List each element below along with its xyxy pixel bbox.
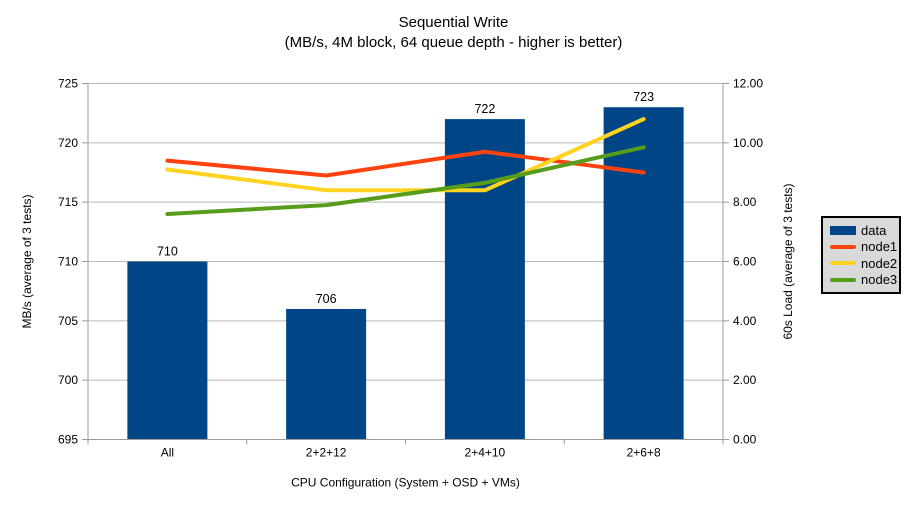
legend-item-node1: node1 [830, 240, 899, 253]
bar-2+4+10 [444, 119, 525, 440]
right-tick-label: 10.00 [733, 136, 763, 150]
chart-title-line1: Sequential Write [398, 14, 509, 31]
left-tick-label: 710 [58, 255, 78, 269]
x-category-label: All [161, 446, 174, 460]
x-category-label: 2+6+8 [627, 446, 661, 460]
bar-2+6+8 [603, 107, 684, 440]
bar-value-label: 710 [157, 245, 178, 259]
bar-All [127, 261, 208, 440]
legend-swatch-node3 [830, 277, 856, 282]
left-tick-label: 720 [58, 136, 78, 150]
left-axis-title: MB/s (average of 3 tests) [20, 194, 34, 328]
chart-title: Sequential Write (MB/s, 4M block, 64 que… [0, 13, 907, 53]
chart-legend: data node1 node2 node3 [821, 216, 901, 294]
right-tick-label: 0.00 [733, 433, 757, 447]
left-tick-label: 725 [58, 77, 78, 91]
legend-label: node3 [861, 272, 898, 288]
legend-item-data: data [830, 224, 899, 237]
right-tick-label: 2.00 [733, 373, 757, 387]
line-node2 [165, 117, 646, 193]
line-node1 [165, 149, 646, 178]
bar-2+2+12 [286, 308, 367, 440]
legend-label: node2 [861, 255, 898, 271]
right-axis-title: 60s Load (average of 3 tests) [781, 183, 795, 339]
left-tick-label: 705 [58, 314, 78, 328]
x-axis-title: CPU Configuration (System + OSD + VMs) [291, 476, 520, 490]
x-category-label: 2+2+12 [306, 446, 347, 460]
bar-value-label: 723 [633, 90, 654, 104]
legend-swatch-data [830, 225, 856, 235]
bar-value-label: 722 [474, 102, 495, 116]
legend-swatch-node1 [830, 244, 856, 249]
x-category-label: 2+4+10 [465, 446, 506, 460]
legend-swatch-node2 [830, 261, 856, 266]
legend-item-node3: node3 [830, 273, 899, 286]
legend-item-node2: node2 [830, 257, 899, 270]
line-node3 [165, 145, 646, 217]
right-tick-label: 12.00 [733, 77, 763, 91]
legend-label: data [861, 222, 887, 238]
left-tick-label: 700 [58, 373, 78, 387]
right-tick-label: 4.00 [733, 314, 757, 328]
right-tick-label: 6.00 [733, 255, 757, 269]
bar-value-label: 706 [316, 292, 337, 306]
legend-label: node1 [861, 239, 898, 255]
left-tick-label: 715 [58, 195, 78, 209]
right-tick-label: 8.00 [733, 195, 757, 209]
chart-title-line2: (MB/s, 4M block, 64 queue depth - higher… [284, 34, 623, 51]
left-tick-label: 695 [58, 433, 78, 447]
